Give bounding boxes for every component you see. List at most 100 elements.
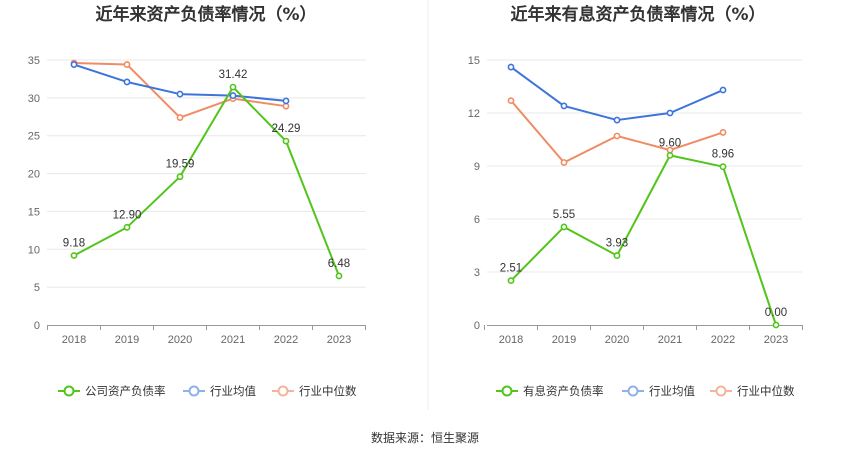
x-tick-label: 2018: [499, 334, 523, 346]
data-label: 9.18: [63, 237, 85, 249]
legend-marker: [501, 385, 513, 397]
y-tick-labels: 0 3 6 9 12 15: [468, 55, 480, 332]
data-point-company: [507, 277, 515, 285]
chart-interest-debt-ratio: 近年来有息资产负债率情况（%） 0 3 6 9 12 15 2018 2019 2020 202…: [468, 4, 803, 398]
data-point-company: [176, 173, 184, 181]
data-point-company: [70, 252, 78, 259]
y-tick-label: 15: [28, 206, 40, 218]
series-lines: [70, 59, 343, 280]
legend-item-median[interactable]: 行业中位数: [710, 384, 795, 398]
source-text: 数据来源：恒生聚源: [371, 430, 479, 445]
data-label: 24.29: [272, 123, 301, 135]
data-label: 2.51: [500, 263, 522, 275]
data-point-avg: [613, 116, 621, 124]
y-tick-label: 15: [468, 55, 480, 67]
legend-item-median[interactable]: 行业中位数: [272, 384, 357, 398]
data-point-avg: [229, 92, 237, 99]
series-line-median: [510, 99, 724, 164]
x-tick-label: 2020: [168, 334, 192, 346]
x-tick-label: 2020: [605, 334, 629, 346]
data-point-company: [335, 272, 343, 280]
data-label: 31.42: [219, 69, 248, 81]
data-point-median: [719, 129, 727, 136]
data-point-company: [719, 163, 727, 171]
data-point-avg: [719, 86, 727, 94]
data-point-avg: [666, 109, 674, 117]
grid: [487, 59, 802, 273]
x-tick-label: 2023: [764, 334, 788, 346]
y-tick-label: 0: [474, 320, 480, 332]
data-point-company: [282, 137, 290, 145]
x-tick-label: 2021: [658, 334, 682, 346]
data-point-median: [176, 114, 184, 121]
x-tick-label: 2021: [221, 334, 245, 346]
legend: 有息资产负债率 行业均值 行业中位数: [496, 384, 795, 398]
data-point-company: [560, 223, 568, 231]
x-tick-label: 2022: [711, 334, 735, 346]
data-label: 19.59: [166, 159, 195, 171]
x-tick-label: 2022: [274, 334, 298, 346]
grid: [47, 59, 366, 288]
x-axis: 2018 2019 2020 2021 2022 2023: [47, 325, 366, 346]
y-tick-label: 9: [474, 161, 480, 173]
legend-marker: [188, 385, 200, 397]
legend-item-company[interactable]: 有息资产负债率: [496, 384, 604, 398]
legend-label: 有息资产负债率: [523, 384, 604, 398]
data-point-company: [772, 321, 780, 329]
y-tick-label: 30: [28, 93, 40, 105]
data-point-company: [123, 223, 131, 231]
data-point-company: [666, 151, 674, 159]
data-point-avg: [70, 61, 78, 68]
data-point-avg: [176, 90, 184, 98]
y-tick-label: 25: [28, 131, 40, 143]
data-point-company: [613, 252, 621, 259]
series-line-avg: [510, 66, 724, 122]
data-point-avg: [282, 97, 290, 105]
y-tick-label: 10: [28, 244, 40, 256]
y-tick-label: 3: [474, 267, 480, 279]
data-label: 0.00: [765, 307, 787, 319]
chart-title: 近年来资产负债率情况（%）: [95, 4, 316, 25]
y-tick-labels: 0 5 10 15 20 25 30 35: [28, 55, 40, 332]
legend-item-avg[interactable]: 行业均值: [183, 384, 256, 398]
legend-marker: [63, 385, 75, 397]
legend-marker: [627, 385, 639, 397]
legend-label: 行业均值: [210, 384, 256, 398]
legend-marker: [715, 385, 727, 397]
legend-marker: [277, 385, 289, 397]
data-label: 8.96: [712, 149, 734, 161]
chart-debt-ratio: 近年来资产负债率情况（%） 0 5 10 15 20 25 30 35 2018 2019 202…: [28, 4, 366, 398]
legend-item-avg[interactable]: 行业均值: [622, 384, 695, 398]
legend-label: 公司资产负债率: [85, 384, 166, 398]
legend-label: 行业中位数: [299, 384, 357, 398]
data-point-median: [613, 132, 621, 140]
legend-item-company[interactable]: 公司资产负债率: [58, 384, 166, 398]
legend: 公司资产负债率 行业均值 行业中位数: [58, 384, 357, 398]
data-label: 12.90: [113, 209, 142, 221]
series-line-company: [510, 154, 777, 326]
data-point-median: [282, 102, 290, 110]
data-labels: 2.51 5.55 3.93 9.60 8.96 0.00: [500, 137, 787, 319]
series-line-company: [73, 86, 340, 277]
data-point-company: [229, 83, 237, 91]
chart-title: 近年来有息资产负债率情况（%）: [510, 4, 765, 25]
data-point-avg: [507, 63, 515, 71]
data-label: 6.48: [328, 258, 350, 270]
data-label: 9.60: [659, 137, 681, 149]
y-tick-label: 35: [28, 55, 40, 67]
data-point-median: [507, 97, 515, 105]
y-tick-label: 6: [474, 214, 480, 226]
y-tick-label: 0: [34, 320, 40, 332]
legend-label: 行业均值: [649, 384, 695, 398]
y-tick-label: 12: [468, 108, 480, 120]
x-axis: 2018 2019 2020 2021 2022 2023: [484, 325, 803, 346]
data-point-avg: [123, 78, 131, 86]
data-point-median: [560, 159, 568, 166]
x-tick-label: 2023: [327, 334, 351, 346]
y-tick-label: 20: [28, 169, 40, 181]
data-point-median: [123, 61, 131, 68]
x-tick-label: 2019: [115, 334, 139, 346]
y-tick-label: 5: [34, 282, 40, 294]
x-tick-label: 2019: [552, 334, 576, 346]
